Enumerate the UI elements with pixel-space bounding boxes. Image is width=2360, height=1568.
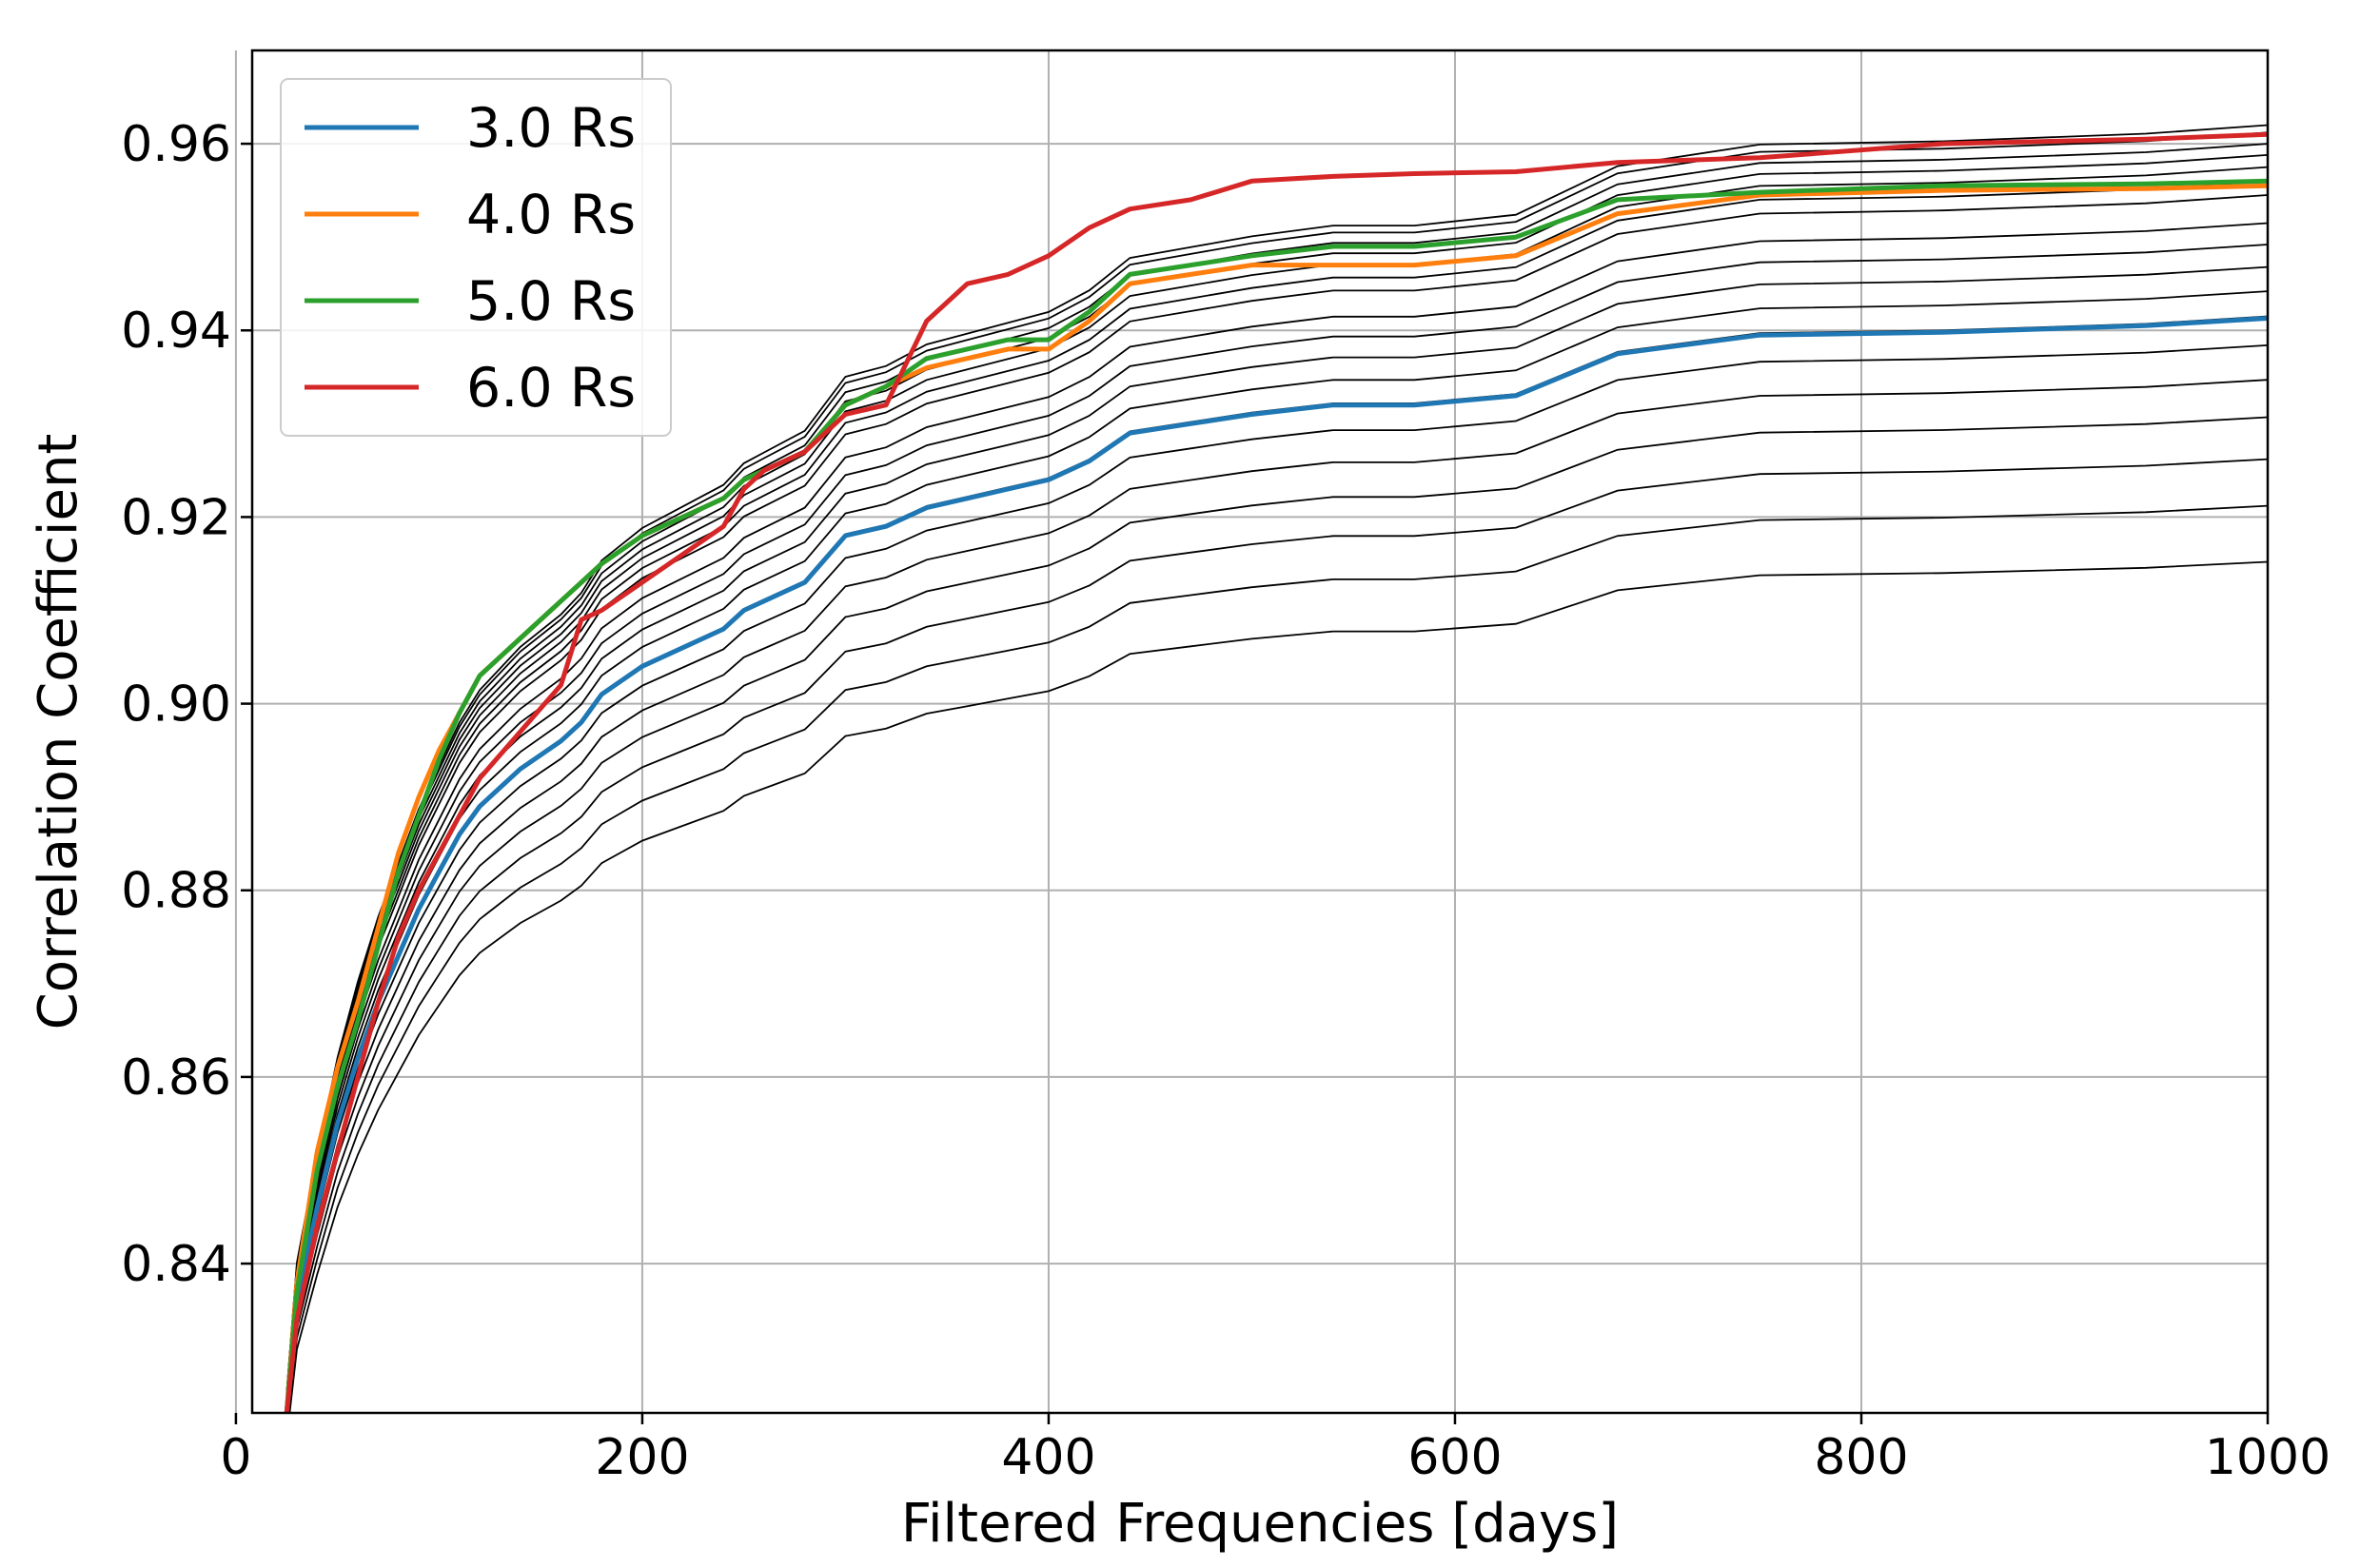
y-tick-label: 0.88 xyxy=(121,863,231,920)
y-axis-title: Correlation Coefficient xyxy=(28,434,89,1030)
legend-box xyxy=(280,78,672,437)
x-tick-label: 0 xyxy=(220,1429,251,1486)
y-tick-label: 0.92 xyxy=(121,489,231,546)
y-tick-label: 0.96 xyxy=(121,116,231,173)
background-line xyxy=(285,265,2268,1408)
series-line-6-0-rs xyxy=(284,131,2268,1413)
background-line xyxy=(287,458,2268,1413)
legend: 3.0 Rs 4.0 Rs 5.0 Rs 6.0 Rs xyxy=(280,78,672,437)
background-line xyxy=(285,194,2268,1401)
x-axis-title: Filtered Frequencies [days] xyxy=(901,1493,1619,1555)
y-tick-label: 0.94 xyxy=(121,303,231,360)
series-line-3-0-rs xyxy=(284,316,2268,1413)
background-line xyxy=(287,504,2268,1413)
series-lines xyxy=(284,131,2268,1413)
background-line xyxy=(286,416,2268,1413)
x-tick-label: 1000 xyxy=(2205,1429,2330,1486)
y-axis: 0.84 0.86 0.88 0.90 0.92 0.94 0.96 xyxy=(121,116,252,1293)
background-line xyxy=(286,379,2268,1413)
legend-label: 3.0 Rs xyxy=(466,97,636,160)
y-tick-label: 0.86 xyxy=(121,1049,231,1107)
x-axis: 0 200 400 600 800 1000 xyxy=(220,1413,2330,1486)
x-tick-label: 800 xyxy=(1814,1429,1908,1486)
plot-frame xyxy=(250,49,2270,1415)
legend-label: 6.0 Rs xyxy=(466,357,636,420)
background-line xyxy=(285,124,2268,1393)
background-line xyxy=(285,180,2268,1399)
y-tick-label: 0.90 xyxy=(121,676,231,734)
y-tick-label: 0.84 xyxy=(121,1236,231,1293)
legend-label: 4.0 Rs xyxy=(466,184,636,246)
background-line xyxy=(285,244,2268,1405)
legend-label: 5.0 Rs xyxy=(466,270,636,333)
x-tick-label: 200 xyxy=(595,1429,689,1486)
background-line xyxy=(285,344,2268,1413)
x-tick-label: 600 xyxy=(1407,1429,1502,1486)
x-tick-label: 400 xyxy=(1001,1429,1095,1486)
background-line xyxy=(288,560,2268,1413)
background-line xyxy=(285,222,2268,1403)
